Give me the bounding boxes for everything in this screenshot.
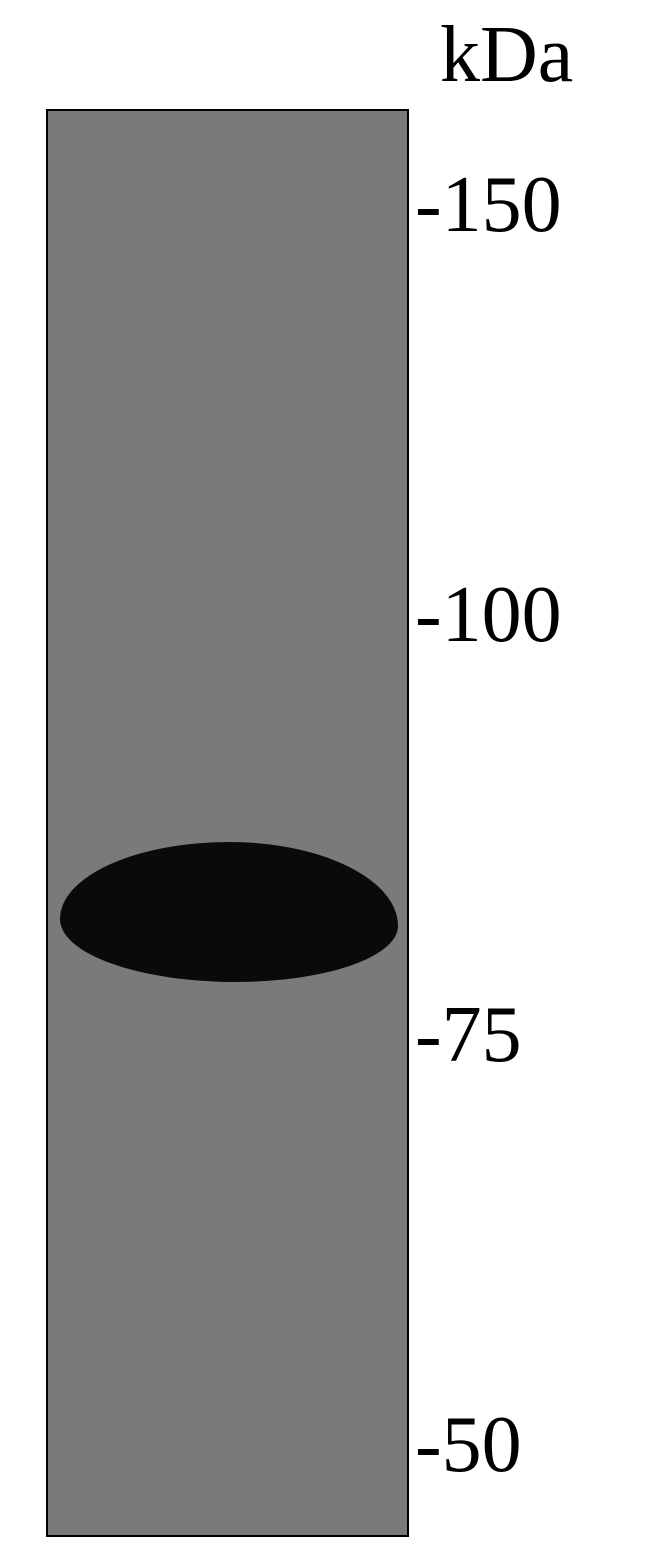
marker-text: -100 <box>415 571 562 659</box>
blot-lane <box>46 109 409 1537</box>
marker-label-150: -150 <box>415 160 562 251</box>
marker-text: -50 <box>415 1401 522 1489</box>
marker-label-75: -75 <box>415 990 522 1081</box>
unit-label-text: kDa <box>440 11 573 99</box>
protein-band <box>60 842 398 982</box>
marker-text: -150 <box>415 161 562 249</box>
marker-label-100: -100 <box>415 570 562 661</box>
marker-text: -75 <box>415 991 522 1079</box>
marker-label-50: -50 <box>415 1400 522 1491</box>
unit-label: kDa <box>440 10 573 101</box>
western-blot-figure: kDa -150 -100 -75 -50 <box>0 0 650 1549</box>
